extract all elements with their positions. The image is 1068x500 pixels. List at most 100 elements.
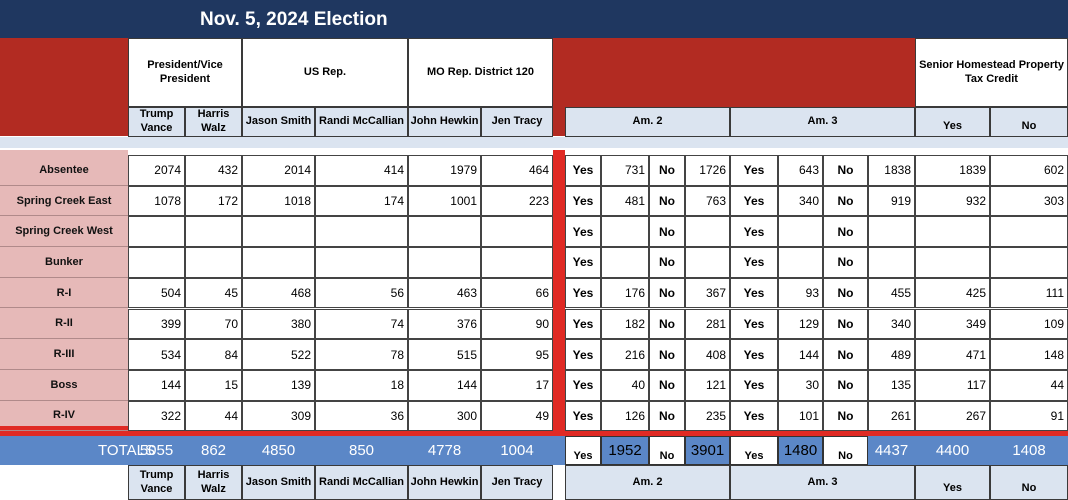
table-cell: 223	[481, 185, 553, 217]
am2-total-yes: 1952	[601, 436, 649, 465]
am3-total-yes-label: Yes	[730, 436, 778, 465]
am3-no-value: 489	[868, 339, 915, 370]
table-cell: 174	[315, 185, 408, 217]
table-cell	[128, 247, 185, 278]
senior-value: 267	[915, 400, 990, 432]
am3-no-value: 261	[868, 400, 915, 432]
table-cell: 15	[185, 369, 242, 401]
title-bar	[0, 0, 1068, 38]
am2-no-label: No	[649, 216, 685, 248]
am3-yes-label: Yes	[730, 400, 778, 432]
senior-value: 117	[915, 369, 990, 401]
table-cell: 432	[185, 155, 242, 186]
table-cell: 84	[185, 339, 242, 370]
am2-no-label: No	[649, 369, 685, 401]
am2-yes-label: Yes	[565, 308, 601, 340]
table-cell: 468	[242, 277, 315, 309]
am3-yes-value: 643	[778, 155, 823, 186]
table-cell: 463	[408, 277, 481, 309]
total-value: 1004	[500, 442, 534, 459]
total-value: 862	[200, 442, 227, 459]
table-cell: 17	[481, 369, 553, 401]
am3-yes-label: Yes	[730, 369, 778, 401]
senior-value	[915, 216, 990, 248]
senior-value: 425	[915, 277, 990, 309]
header-am3: Am. 3	[730, 107, 915, 137]
am3-yes-label: Yes	[730, 339, 778, 370]
candidate-header: Harris Walz	[185, 107, 242, 137]
footer-am2: Am. 2	[565, 465, 730, 500]
senior-value: 109	[990, 308, 1068, 340]
table-cell: 144	[128, 369, 185, 401]
am3-yes-value	[778, 247, 823, 278]
table-cell: 172	[185, 185, 242, 217]
senior-value: 303	[990, 185, 1068, 217]
am3-no-label: No	[823, 155, 868, 186]
table-cell: 36	[315, 400, 408, 432]
table-cell: 534	[128, 339, 185, 370]
am3-yes-value	[778, 216, 823, 248]
am2-yes-label: Yes	[565, 369, 601, 401]
senior-total-no: 1408	[1012, 442, 1046, 459]
senior-value: 1839	[915, 155, 990, 186]
senior-value: 602	[990, 155, 1068, 186]
am2-no-value: 1726	[685, 155, 730, 186]
senior-total-yes: 4400	[935, 442, 970, 459]
precinct-label: Spring Creek West	[0, 216, 128, 248]
table-cell: 49	[481, 400, 553, 432]
am2-no-label: No	[649, 247, 685, 278]
am2-no-value: 367	[685, 277, 730, 309]
table-cell	[185, 216, 242, 248]
header-president: President/Vice President	[128, 38, 242, 107]
am3-no-label: No	[823, 339, 868, 370]
table-cell: 399	[128, 308, 185, 340]
precinct-label-column	[0, 150, 128, 426]
am3-yes-label: Yes	[730, 216, 778, 248]
am2-yes-value	[601, 247, 649, 278]
am3-total-no: 4437	[874, 442, 909, 459]
table-cell: 90	[481, 308, 553, 340]
candidate-header: Jen Tracy	[481, 107, 553, 137]
total-value: 4850	[261, 442, 296, 459]
table-cell	[408, 247, 481, 278]
divider-column	[553, 150, 565, 426]
am2-no-value	[685, 216, 730, 248]
am3-no-label: No	[823, 400, 868, 432]
total-value: 5055	[139, 442, 174, 459]
table-cell: 414	[315, 155, 408, 186]
table-cell: 380	[242, 308, 315, 340]
am3-no-value: 919	[868, 185, 915, 217]
am2-no-label: No	[649, 277, 685, 309]
header-us-rep: US Rep.	[242, 38, 408, 107]
am2-yes-label: Yes	[565, 155, 601, 186]
table-cell	[481, 247, 553, 278]
am3-yes-label: Yes	[730, 247, 778, 278]
header-senior-yes: Yes	[915, 107, 990, 137]
am3-yes-value: 30	[778, 369, 823, 401]
am2-total-yes-label: Yes	[565, 436, 601, 465]
am2-no-value: 121	[685, 369, 730, 401]
am3-no-label: No	[823, 216, 868, 248]
footer-am3: Am. 3	[730, 465, 915, 500]
am2-yes-label: Yes	[565, 277, 601, 309]
table-cell	[315, 216, 408, 248]
am2-yes-value: 731	[601, 155, 649, 186]
am2-yes-value	[601, 216, 649, 248]
table-cell	[242, 247, 315, 278]
am2-no-value: 763	[685, 185, 730, 217]
am2-yes-label: Yes	[565, 185, 601, 217]
table-cell: 2074	[128, 155, 185, 186]
precinct-label: R-II	[0, 309, 128, 340]
table-cell: 56	[315, 277, 408, 309]
table-cell: 309	[242, 400, 315, 432]
am3-yes-label: Yes	[730, 277, 778, 309]
header-mo-rep: MO Rep. District 120	[408, 38, 553, 107]
table-cell: 464	[481, 155, 553, 186]
table-cell: 322	[128, 400, 185, 432]
am2-yes-label: Yes	[565, 247, 601, 278]
table-cell	[481, 216, 553, 248]
senior-value: 148	[990, 339, 1068, 370]
am3-yes-label: Yes	[730, 308, 778, 340]
am2-yes-value: 126	[601, 400, 649, 432]
am3-no-label: No	[823, 308, 868, 340]
